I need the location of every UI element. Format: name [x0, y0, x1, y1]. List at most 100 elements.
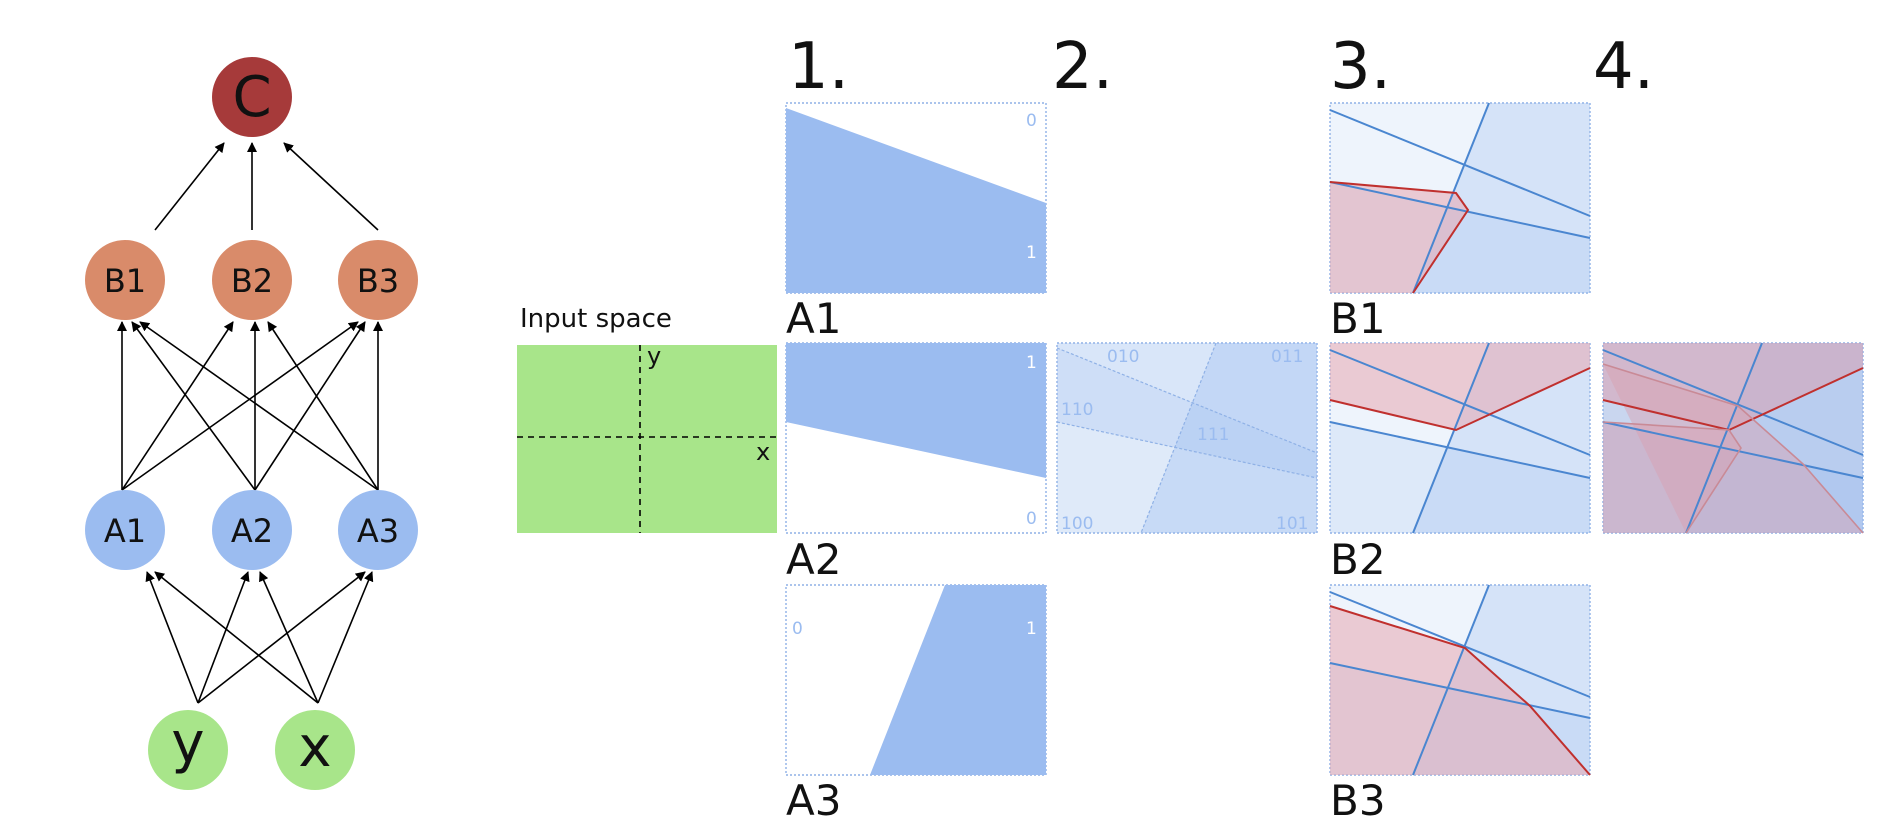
panel-b2-shade-b [1330, 422, 1590, 533]
panel-b2-line-2 [1329, 421, 1591, 479]
panel-combined-b-red-boundary-3 [1602, 363, 1864, 534]
region-label-101: 101 [1276, 514, 1308, 534]
edge-b1-c [154, 142, 225, 231]
panel-a2: 1 0 A2 [785, 342, 1047, 584]
panel-combined-a3-boundary [1140, 342, 1217, 534]
panel-b2-red-region [1330, 343, 1590, 430]
panel-combined-frame [1056, 342, 1318, 534]
panel-b2-caption: B2 [1330, 535, 1386, 584]
column-header-1: 1. [788, 30, 849, 104]
edge-y-a2 [197, 571, 250, 704]
node-b1: B1 [85, 240, 165, 320]
input-space-title: Input space [520, 304, 672, 334]
region-label-010: 010 [1107, 347, 1139, 367]
node-b3-circle [338, 240, 418, 320]
column-header-3: 3. [1330, 30, 1391, 104]
panel-combined-b-line-1 [1602, 349, 1864, 456]
panel-b1-shade-a [1413, 103, 1590, 293]
edge-a2-b3 [254, 321, 366, 491]
panel-combined-b-red-boundary-2 [1602, 421, 1742, 534]
panel-combined: 010 011 110 111 100 101 [1056, 342, 1318, 534]
panel-a3-label-1: 1 [1026, 619, 1037, 639]
panel-combined-b-red-1 [1603, 343, 1863, 430]
node-c-circle [212, 57, 292, 137]
panel-combined-b-line-2 [1602, 421, 1864, 479]
panel-b1-line-3 [1412, 102, 1490, 294]
node-x-label: x [298, 715, 331, 780]
panel-b2-shade-a [1413, 343, 1590, 533]
edge-a1-b3 [121, 321, 359, 491]
node-y-circle [148, 710, 228, 790]
panel-a1: 0 1 A1 [785, 102, 1047, 343]
panel-b2-line-3 [1412, 342, 1490, 534]
edge-a3-b1 [139, 321, 379, 491]
edge-a3-b2 [267, 321, 379, 491]
node-c-label: C [232, 65, 271, 130]
panel-a3-region [870, 585, 1046, 775]
panel-b1-red-region [1330, 182, 1468, 293]
panel-combined-a3-region [1141, 343, 1317, 533]
edge-x-a1 [154, 571, 319, 704]
panel-combined-b-red-3 [1603, 364, 1863, 533]
node-b3-label: B3 [357, 262, 399, 300]
node-c: C [212, 57, 292, 137]
column-headers: 1. 2. 3. 4. [788, 30, 1654, 104]
edge-x-a2 [259, 571, 319, 704]
node-a1: A1 [85, 490, 165, 570]
region-label-110: 110 [1061, 400, 1093, 420]
network-edges [117, 142, 383, 704]
node-y: y [148, 710, 228, 790]
panel-b3-line-1 [1329, 591, 1591, 698]
panel-a3-label-0: 0 [792, 619, 803, 639]
panel-b1-caption: B1 [1330, 294, 1386, 343]
input-space-y-label: y [647, 342, 661, 370]
node-b2-label: B2 [231, 262, 273, 300]
panel-b3-red-boundary [1329, 605, 1591, 776]
panel-a2-caption: A2 [786, 535, 841, 584]
panel-b1: B1 [1329, 102, 1591, 343]
panel-b1-red-boundary [1329, 181, 1470, 294]
panel-a1-region [786, 108, 1046, 293]
edge-a1-b2 [121, 321, 234, 491]
edge-a2-b1 [131, 321, 256, 491]
panel-combined-a1-region [1057, 348, 1317, 533]
region-label-100: 100 [1061, 514, 1093, 534]
node-x: x [275, 710, 355, 790]
panel-b1-line-2 [1329, 181, 1591, 239]
node-a3: A3 [338, 490, 418, 570]
node-x-circle [275, 710, 355, 790]
node-y-label: y [171, 711, 204, 776]
region-label-011: 011 [1271, 347, 1303, 367]
edge-b3-c [283, 142, 379, 231]
node-b1-circle [85, 240, 165, 320]
panel-a1-label-0: 0 [1026, 111, 1037, 131]
node-b2-circle [212, 240, 292, 320]
panel-combined-b-line-3 [1685, 342, 1763, 534]
panel-b2: B2 [1329, 342, 1591, 584]
node-a2-label: A2 [231, 512, 273, 550]
panel-b3-line-3 [1412, 584, 1490, 776]
panel-a1-caption: A1 [786, 294, 841, 343]
panel-a3: 0 1 A3 [785, 584, 1047, 825]
panel-combined-b-red-2 [1603, 422, 1741, 533]
network-nodes: C B1 B2 B3 A1 A2 A3 y [85, 57, 418, 790]
edge-x-a3 [317, 571, 374, 704]
node-a1-label: A1 [104, 512, 146, 550]
node-a3-label: A3 [357, 512, 399, 550]
edge-y-a1 [145, 571, 199, 704]
node-b3: B3 [338, 240, 418, 320]
input-space-plane [517, 345, 777, 533]
panel-combined-a2-region [1057, 343, 1317, 478]
node-a3-circle [338, 490, 418, 570]
panel-b2-red-boundary [1329, 367, 1591, 432]
panel-combined-a2-boundary [1056, 421, 1318, 479]
node-a2-circle [212, 490, 292, 570]
edge-y-a3 [197, 571, 366, 704]
panel-b1-line-1 [1329, 109, 1591, 217]
panel-b3: B3 [1329, 584, 1591, 825]
node-a2: A2 [212, 490, 292, 570]
panel-a3-caption: A3 [786, 776, 841, 825]
panel-b2-line-1 [1329, 349, 1591, 456]
region-label-111: 111 [1197, 425, 1229, 445]
